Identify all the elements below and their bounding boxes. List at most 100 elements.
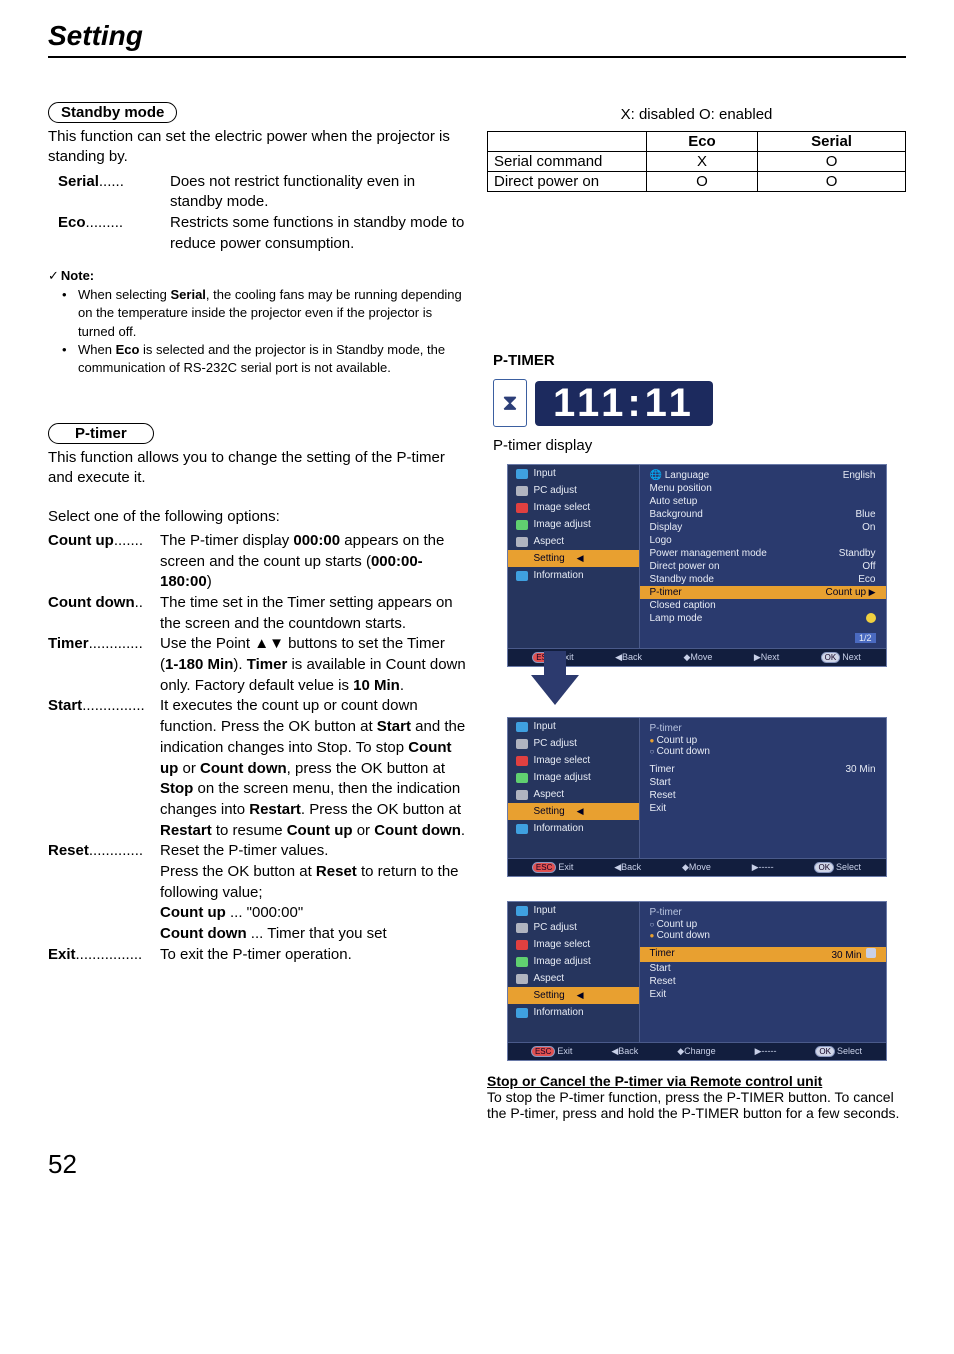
osd-side-item: Aspect (508, 970, 639, 987)
osd-kv: Power management modeStandby (650, 547, 876, 560)
timer-display: ⧗ 111:11 (493, 379, 906, 427)
ptimer-heading: P-timer (48, 423, 154, 444)
osd-kv: Start (650, 962, 876, 975)
osd1-page: 1/2 (855, 633, 876, 643)
osd-kv: Logo (650, 534, 876, 547)
page-number: 52 (48, 1149, 906, 1180)
hourglass-icon: ⧗ (493, 379, 527, 427)
standby-def-row: Eco.........Restricts some functions in … (48, 213, 467, 254)
osd-side-item: Image adjust (508, 953, 639, 970)
note-item: When selecting Serial, the cooling fans … (78, 286, 467, 341)
osd3-highlight: Timer30 Min (640, 947, 886, 962)
down-arrow-icon (531, 675, 579, 705)
ptimer-def-row: Timer.............Use the Point ▲▼ butto… (48, 634, 467, 696)
th-blank (488, 132, 647, 152)
osd-foot-item: ◀Back (611, 1046, 638, 1057)
ptimer-def-row: Exit................To exit the P-timer … (48, 945, 467, 966)
standby-heading: Standby mode (48, 102, 177, 123)
ptimer-right-heading: P-TIMER (493, 352, 906, 369)
osd-side-item: Setting (508, 550, 639, 567)
th-eco: Eco (646, 132, 757, 152)
osd-kv: Reset (650, 975, 876, 988)
note-heading: Note: (48, 268, 467, 284)
osd-side-item: Image select (508, 936, 639, 953)
osd-kv: BackgroundBlue (650, 508, 876, 521)
table-legend: X: disabled O: enabled (487, 106, 906, 123)
th-serial: Serial (758, 132, 906, 152)
osd-side-item: Image select (508, 752, 639, 769)
osd-side-item: PC adjust (508, 735, 639, 752)
right-column: X: disabled O: enabled Eco Serial Serial… (487, 102, 906, 1121)
osd-side-item: Input (508, 718, 639, 735)
osd-foot-item: ◀Back (614, 862, 641, 873)
note-item: When Eco is selected and the projector i… (78, 341, 467, 377)
osd1-highlight: P-timerCount up (640, 586, 886, 599)
osd-kv: Timer30 Min (650, 763, 876, 776)
standby-compare-table: Eco Serial Serial command X O Direct pow… (487, 131, 906, 192)
standby-intro: This function can set the electric power… (48, 127, 467, 168)
osd-foot-item: ▶----- (752, 862, 774, 873)
osd-screenshot-3: InputPC adjustImage selectImage adjustAs… (507, 901, 887, 1061)
osd-bullet: Count down (650, 746, 876, 757)
osd-foot-item: ▶Next (754, 652, 779, 663)
osd-kv: DisplayOn (650, 521, 876, 534)
osd-kv: Direct power onOff (650, 560, 876, 573)
row1-serial: O (758, 152, 906, 172)
osd-foot-item: ◀Back (615, 652, 642, 663)
osd-foot-item: ◆Move (683, 652, 712, 663)
osd-foot-item: OKSelect (815, 1046, 862, 1057)
ptimer-intro: This function allows you to change the s… (48, 448, 467, 489)
osd-foot-item: ESCExit (532, 862, 573, 873)
timer-value: 111:11 (535, 381, 713, 426)
left-column: Standby mode This function can set the e… (48, 102, 467, 1121)
osd-foot-item: OKSelect (814, 862, 861, 873)
osd-side-item: Information (508, 567, 639, 584)
timer-caption: P-timer display (493, 437, 906, 454)
osd-foot-item: ◆Move (682, 862, 711, 873)
osd-foot-item: OKNext (821, 652, 861, 663)
osd-foot-item: ◆Change (677, 1046, 715, 1057)
osd-side-item: Image select (508, 499, 639, 516)
osd-kv: Auto setup (650, 495, 876, 508)
osd-bullet: Count up (650, 919, 876, 930)
row2-eco: O (646, 172, 757, 192)
standby-def-row: Serial......Does not restrict functional… (48, 172, 467, 213)
ptimer-def-row: Count up.......The P-timer display 000:0… (48, 531, 467, 593)
row2-serial: O (758, 172, 906, 192)
stop-cancel-block: Stop or Cancel the P-timer via Remote co… (487, 1073, 906, 1121)
page-title: Setting (48, 20, 906, 58)
osd-side-item: Information (508, 820, 639, 837)
osd-side-item: PC adjust (508, 919, 639, 936)
osd-side-item: Image adjust (508, 769, 639, 786)
osd-kv: Exit (650, 988, 876, 1001)
two-column-layout: Standby mode This function can set the e… (48, 102, 906, 1121)
stop-cancel-title: Stop or Cancel the P-timer via Remote co… (487, 1073, 822, 1089)
osd-bullet: Count down (650, 930, 876, 941)
osd-foot-item: ▶----- (755, 1046, 777, 1057)
osd-kv: Lamp mode (650, 612, 876, 627)
osd-screenshot-2: InputPC adjustImage selectImage adjustAs… (507, 717, 887, 877)
osd-kv: Start (650, 776, 876, 789)
osd-kv: Exit (650, 802, 876, 815)
osd-bullet: Count up (650, 735, 876, 746)
osd-side-item: Input (508, 465, 639, 482)
osd-kv: Menu position (650, 482, 876, 495)
osd-side-item: Setting (508, 987, 639, 1004)
ptimer-select-line: Select one of the following options: (48, 507, 467, 527)
osd-kv: Reset (650, 789, 876, 802)
osd3-title: P-timer (650, 906, 876, 919)
ptimer-def-row: Count down..The time set in the Timer se… (48, 593, 467, 634)
osd-side-item: Information (508, 1004, 639, 1021)
osd-kv: 🌐 LanguageEnglish (650, 469, 876, 482)
osd-side-item: Setting (508, 803, 639, 820)
osd-kv: Closed caption (650, 599, 876, 612)
osd-kv: Standby modeEco (650, 573, 876, 586)
osd-foot-item: ESCExit (531, 1046, 572, 1057)
osd2-title: P-timer (650, 722, 876, 735)
stop-cancel-body: To stop the P-timer function, press the … (487, 1089, 899, 1121)
osd-side-item: PC adjust (508, 482, 639, 499)
row1-eco: X (646, 152, 757, 172)
ptimer-def-row: Start...............It executes the coun… (48, 696, 467, 841)
osd-screenshot-1: InputPC adjustImage selectImage adjustAs… (507, 464, 887, 667)
osd-side-item: Aspect (508, 786, 639, 803)
